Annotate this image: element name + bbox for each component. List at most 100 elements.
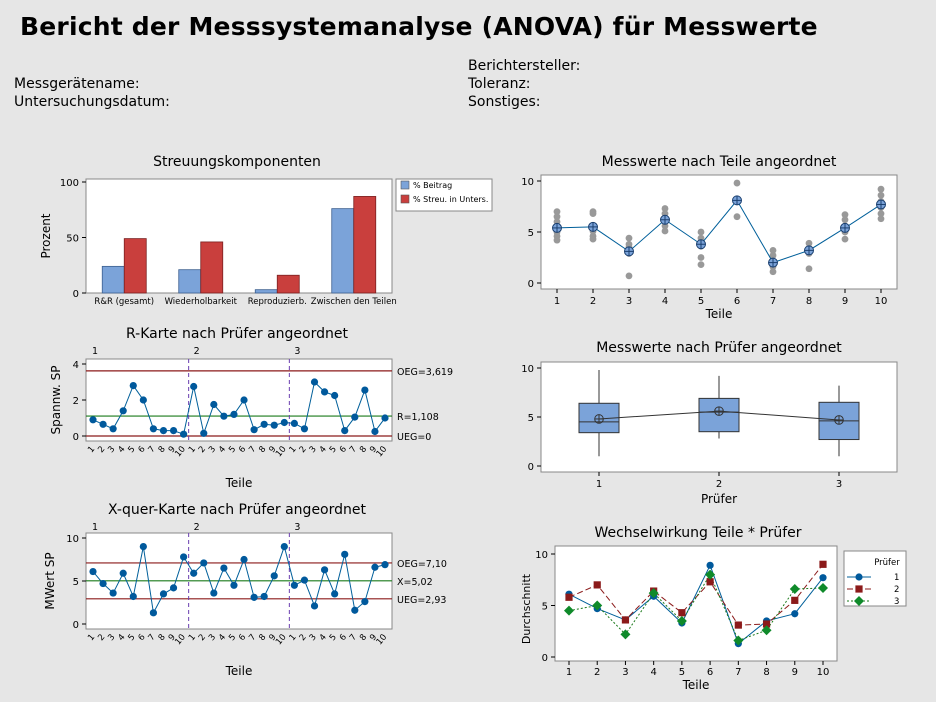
byPart-xlabel: Teile xyxy=(705,307,733,321)
xbar-title: X-quer-Karte nach Prüfer angeordnet xyxy=(108,502,366,518)
interaction-point xyxy=(565,593,573,601)
xbar-x-tick-label: 1 xyxy=(187,633,198,644)
rchart-x-tick-label: 7 xyxy=(348,445,359,456)
byPart-x-tick-label: 3 xyxy=(626,296,632,307)
rchart-point xyxy=(139,396,147,404)
byPart-x-tick-label: 10 xyxy=(875,296,888,307)
xbar-y-tick-label: 10 xyxy=(66,534,79,545)
rchart-point xyxy=(89,416,97,424)
rchart-x-tick-label: 5 xyxy=(227,445,238,456)
rchart-x-tick-label: 4 xyxy=(217,445,228,456)
rchart-x-tick-label: 2 xyxy=(197,445,208,456)
xbar-x-tick-label: 1 xyxy=(288,633,299,644)
legend-marker xyxy=(855,573,863,581)
rchart-x-tick-label: 2 xyxy=(96,445,107,456)
xbar-point xyxy=(361,598,369,606)
byPart-y-tick-label: 10 xyxy=(521,177,534,188)
study-variation-bar xyxy=(200,241,224,294)
byPart-observation xyxy=(589,210,597,218)
report-fields-left: Messgerätename: Untersuchungsdatum: xyxy=(14,75,170,111)
rchart-point xyxy=(371,427,379,436)
xbar-x-tick-label: 8 xyxy=(257,633,268,644)
xbar-x-tick-label: 7 xyxy=(348,633,359,644)
xbar-point xyxy=(190,569,198,577)
study-date-label: Untersuchungsdatum: xyxy=(14,94,170,110)
rchart-x-tick-label: 1 xyxy=(288,445,299,456)
rchart-point xyxy=(280,418,288,427)
interaction-point xyxy=(791,610,799,618)
xbar-point xyxy=(149,609,158,617)
byPart-y-tick-label: 0 xyxy=(528,279,534,290)
byPart-y-tick-label: 5 xyxy=(528,228,534,239)
rchart-y-tick-label: 2 xyxy=(73,396,79,407)
xbar-point xyxy=(290,581,298,589)
xbar-x-tick-label: 3 xyxy=(207,633,218,644)
rchart-point xyxy=(169,427,178,435)
legend-label: 2 xyxy=(894,585,899,595)
legend-marker xyxy=(854,596,864,606)
xbar-limit-label: X=5,02 xyxy=(397,577,433,588)
byOperator-x-tick-label: 1 xyxy=(596,479,602,490)
byPart-observation xyxy=(661,227,669,235)
rchart-point xyxy=(190,382,198,391)
rchart-x-tick-label: 3 xyxy=(106,445,117,456)
rchart-point xyxy=(210,400,218,409)
xbar-point xyxy=(230,581,238,589)
byPart-observation xyxy=(805,239,813,247)
byOperator-title: Messwerte nach Prüfer angeordnet xyxy=(596,340,842,356)
interaction-title: Wechselwirkung Teile * Prüfer xyxy=(594,525,801,541)
rchart-point xyxy=(200,429,208,437)
xbar-x-tick-label: 1 xyxy=(86,633,97,644)
xbar-point xyxy=(310,602,319,610)
xbar-x-tick-label: 10 xyxy=(274,633,289,648)
rchart-group-label: 2 xyxy=(194,346,200,357)
xbar-limit-label: UEG=2,93 xyxy=(397,595,446,606)
byPart-observation xyxy=(697,261,705,269)
xbar-point xyxy=(119,569,127,577)
interaction-xlabel: Teile xyxy=(682,678,710,692)
interaction-point xyxy=(818,582,828,593)
xbar-point xyxy=(109,589,117,597)
rchart-point xyxy=(270,421,278,429)
xbar-x-tick-label: 4 xyxy=(318,633,329,644)
interaction-x-tick-label: 2 xyxy=(594,667,600,678)
byPart-observation xyxy=(553,208,561,216)
byOperator-xlabel: Prüfer xyxy=(701,492,737,506)
components-y-tick-label: 0 xyxy=(73,289,79,300)
rchart-x-tick-label: 5 xyxy=(126,445,137,456)
legend-label: % Streu. in Unters. xyxy=(413,195,488,204)
byPart-observation xyxy=(841,211,849,219)
rchart-plot-area xyxy=(85,358,393,442)
byOperator-y-tick-label: 0 xyxy=(528,462,534,473)
xbar-point xyxy=(159,590,168,598)
interaction-point xyxy=(648,588,659,599)
xbar-xlabel: Teile xyxy=(225,664,253,678)
interaction-point xyxy=(761,625,772,636)
rchart-point xyxy=(230,410,238,418)
rchart-point xyxy=(99,420,107,428)
xbar-point xyxy=(381,561,389,569)
contribution-bar xyxy=(101,265,125,294)
interaction-point xyxy=(564,605,574,616)
byPart-observation xyxy=(877,191,885,199)
byPart-observation xyxy=(553,236,561,244)
rchart-x-tick-label: 8 xyxy=(358,445,369,456)
rchart-point xyxy=(129,382,137,390)
legend-swatch xyxy=(400,180,410,190)
xbar-x-tick-label: 7 xyxy=(247,633,258,644)
byPart-x-tick-label: 4 xyxy=(662,296,668,307)
rchart-limit-label: OEG=3,619 xyxy=(397,367,453,378)
interaction-y-tick-label: 10 xyxy=(535,550,548,561)
byOperator-x-tick-label: 2 xyxy=(716,479,722,490)
interaction-series-line xyxy=(568,564,824,645)
interaction-legend xyxy=(843,550,907,607)
rchart-point xyxy=(159,427,168,435)
interaction-ylabel: Durchschnitt xyxy=(520,573,533,644)
xbar-x-tick-label: 2 xyxy=(298,633,309,644)
byPart-observation xyxy=(805,265,813,273)
interaction-y-tick-label: 5 xyxy=(542,602,548,613)
xbar-limit-label: OEG=7,10 xyxy=(397,559,447,570)
rchart-x-tick-label: 1 xyxy=(86,445,97,456)
study-variation-bar xyxy=(276,274,300,294)
xbar-x-tick-label: 4 xyxy=(217,633,228,644)
